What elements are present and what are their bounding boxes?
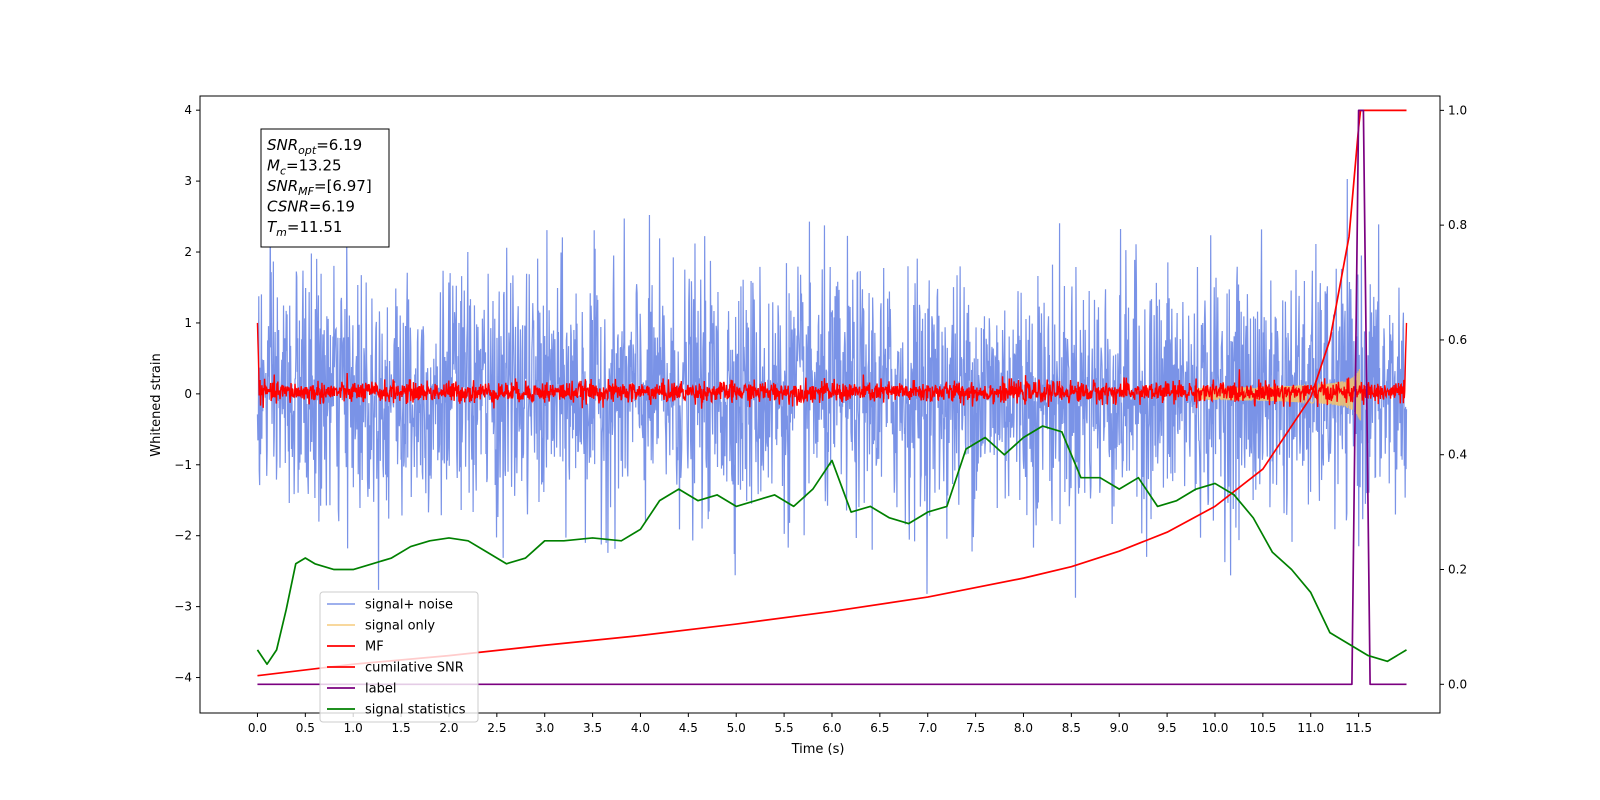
- x-tick-label: 9.0: [1110, 721, 1129, 735]
- y-tick-label-left: −1: [174, 458, 192, 472]
- y-tick-label-left: −4: [174, 671, 192, 685]
- y-tick-label-left: 2: [184, 245, 192, 259]
- y-tick-label-left: −2: [174, 529, 192, 543]
- x-tick-label: 11.0: [1297, 721, 1324, 735]
- x-tick-label: 4.0: [631, 721, 650, 735]
- x-tick-label: 10.5: [1249, 721, 1276, 735]
- x-tick-label: 3.0: [535, 721, 554, 735]
- x-tick-label: 0.5: [296, 721, 315, 735]
- x-axis: 0.0 0.5 1.0 1.5 2.0 2.5 3.0 3.5 4.0 4.5 5.0 5.5 6.0 6…: [248, 713, 1372, 735]
- annotation-box: SNRopt=6.19Mc=13.25SNRMF=[6.97]CSNR=6.19…: [260, 128, 390, 248]
- x-tick-label: 10.0: [1202, 721, 1229, 735]
- series-mf: [256, 322, 1408, 409]
- x-tick-label: 9.5: [1158, 721, 1177, 735]
- y-tick-label-right: 0.4: [1448, 448, 1467, 462]
- y-tick-label-left: 3: [184, 174, 192, 188]
- y-tick-label-left: −3: [174, 600, 192, 614]
- y-tick-label-left: 1: [184, 316, 192, 330]
- annotation-frame: [260, 128, 390, 248]
- x-tick-label: 7.5: [966, 721, 985, 735]
- x-tick-label: 8.0: [1014, 721, 1033, 735]
- x-tick-label: 0.0: [248, 721, 267, 735]
- series-signal-statistics: [256, 425, 1407, 666]
- x-tick-label: 11.5: [1345, 721, 1372, 735]
- y-tick-label-right: 0.8: [1448, 218, 1467, 232]
- annotation-line: SNRMF=[6.97]: [267, 177, 372, 198]
- x-tick-label: 5.0: [727, 721, 746, 735]
- series-label: [257, 109, 1407, 686]
- y-tick-label-left: 4: [184, 103, 192, 117]
- x-tick-label: 1.5: [392, 721, 411, 735]
- x-tick-label: 2.0: [439, 721, 458, 735]
- legend-label: MF: [365, 640, 384, 655]
- x-axis-label: Time (s): [791, 742, 845, 757]
- series-layer: [256, 109, 1408, 686]
- x-tick-label: 7.0: [918, 721, 937, 735]
- y-tick-label-right: 1.0: [1448, 103, 1467, 117]
- y-tick-label-right: 0.6: [1448, 333, 1467, 347]
- annotation-line: Mc=13.25: [267, 157, 342, 178]
- annotation-line: Tm=11.51: [267, 218, 342, 239]
- legend-label: signal only: [365, 619, 435, 634]
- x-tick-label: 6.5: [870, 721, 889, 735]
- legend-label: signal statistics: [365, 703, 466, 718]
- y-tick-label-right: 0.2: [1448, 563, 1467, 577]
- annotation-line: CSNR=6.19: [267, 198, 355, 216]
- y-axis-left: 4 3 2 1 0 −1 −2 −3 −4: [174, 103, 200, 685]
- y-axis-right: 1.0 0.8 0.6 0.4 0.2 0.0: [1440, 103, 1467, 691]
- series-cumulative-snr: [257, 109, 1407, 677]
- x-tick-label: 6.0: [822, 721, 841, 735]
- y-axis-label: Whitened strain: [149, 353, 164, 456]
- x-tick-label: 2.5: [487, 721, 506, 735]
- legend-frame: [319, 591, 479, 723]
- legend: signal+ noise signal only MF cumilative SNR…: [319, 591, 479, 723]
- legend-label: cumilative SNR: [365, 661, 464, 676]
- legend-label: label: [365, 682, 396, 697]
- annotation-line: SNRopt=6.19: [267, 136, 362, 157]
- plot-frame: [199, 95, 1441, 714]
- series-signal-noise: [256, 179, 1408, 598]
- y-tick-label-right: 0.0: [1448, 677, 1467, 691]
- x-tick-label: 1.0: [344, 721, 363, 735]
- x-tick-label: 3.5: [583, 721, 602, 735]
- x-tick-label: 5.5: [775, 721, 794, 735]
- x-tick-label: 8.5: [1062, 721, 1081, 735]
- x-tick-label: 4.5: [679, 721, 698, 735]
- legend-label: signal+ noise: [365, 598, 453, 613]
- y-tick-label-left: 0: [184, 387, 192, 401]
